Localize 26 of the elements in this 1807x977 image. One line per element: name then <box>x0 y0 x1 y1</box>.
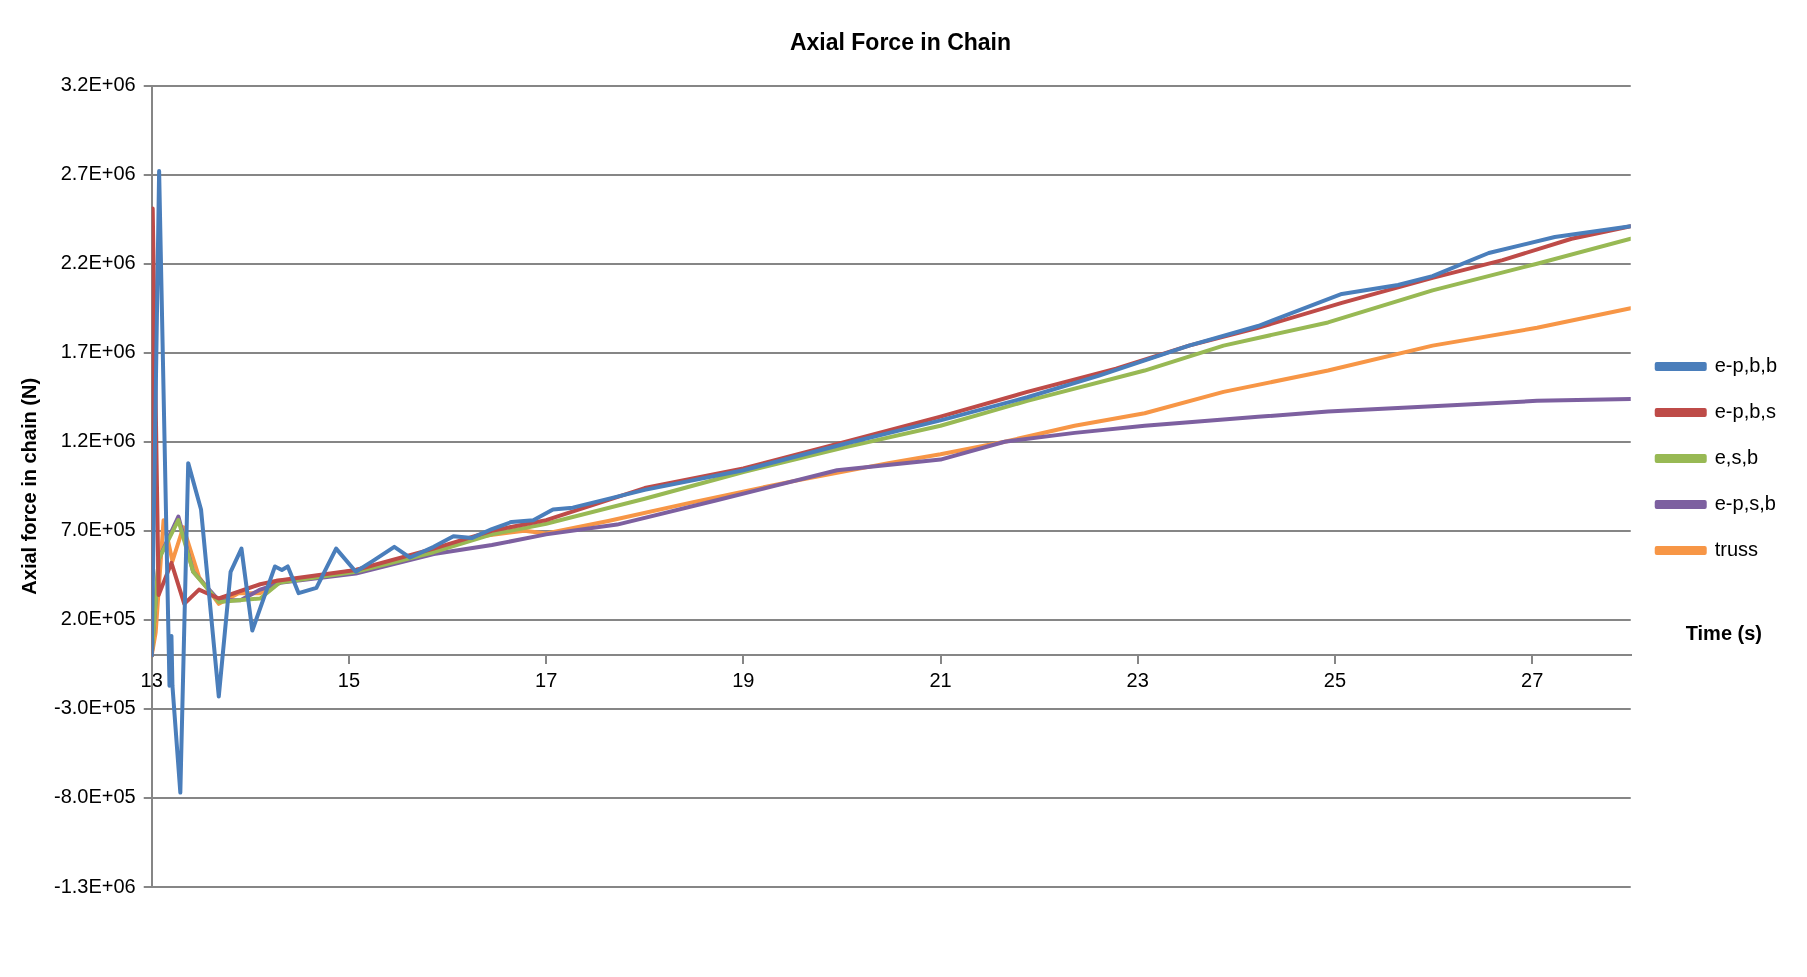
y-tick-label: -8.0E+05 <box>53 785 136 808</box>
legend-label: e-p,b,b <box>1714 354 1777 377</box>
y-tick-label: 3.2E+06 <box>60 73 136 96</box>
x-tick-label: 25 <box>1323 669 1347 691</box>
y-tick-label: 1.2E+06 <box>60 429 136 452</box>
y-tick-label: -3.0E+05 <box>53 696 136 719</box>
y-tick-label: 2.2E+06 <box>60 251 136 274</box>
y-tick-label: 2.7E+06 <box>60 162 136 185</box>
x-tick-label: 13 <box>140 669 163 691</box>
legend-label: e,s,b <box>1714 446 1759 469</box>
y-tick-label: 1.7E+06 <box>60 340 136 363</box>
x-tick-label: 15 <box>337 669 361 691</box>
x-tick-label: 21 <box>929 669 952 691</box>
legend-label: truss <box>1714 538 1759 561</box>
y-axis-title: Axial force in chain (N) <box>17 377 40 595</box>
x-tick-label: 19 <box>732 669 755 691</box>
x-tick-label: 17 <box>535 669 558 691</box>
x-tick-label: 27 <box>1521 669 1544 691</box>
y-tick-label: 2.0E+05 <box>60 607 136 630</box>
y-tick-label: 7.0E+05 <box>60 518 136 541</box>
chart-title: Axial Force in Chain <box>789 29 1012 56</box>
y-tick-label: -1.3E+06 <box>53 874 136 897</box>
legend-label: e-p,s,b <box>1714 492 1776 515</box>
legend-label: e-p,b,s <box>1714 400 1776 423</box>
x-axis-title: Time (s) <box>1685 622 1763 645</box>
x-tick-label: 23 <box>1126 669 1149 691</box>
